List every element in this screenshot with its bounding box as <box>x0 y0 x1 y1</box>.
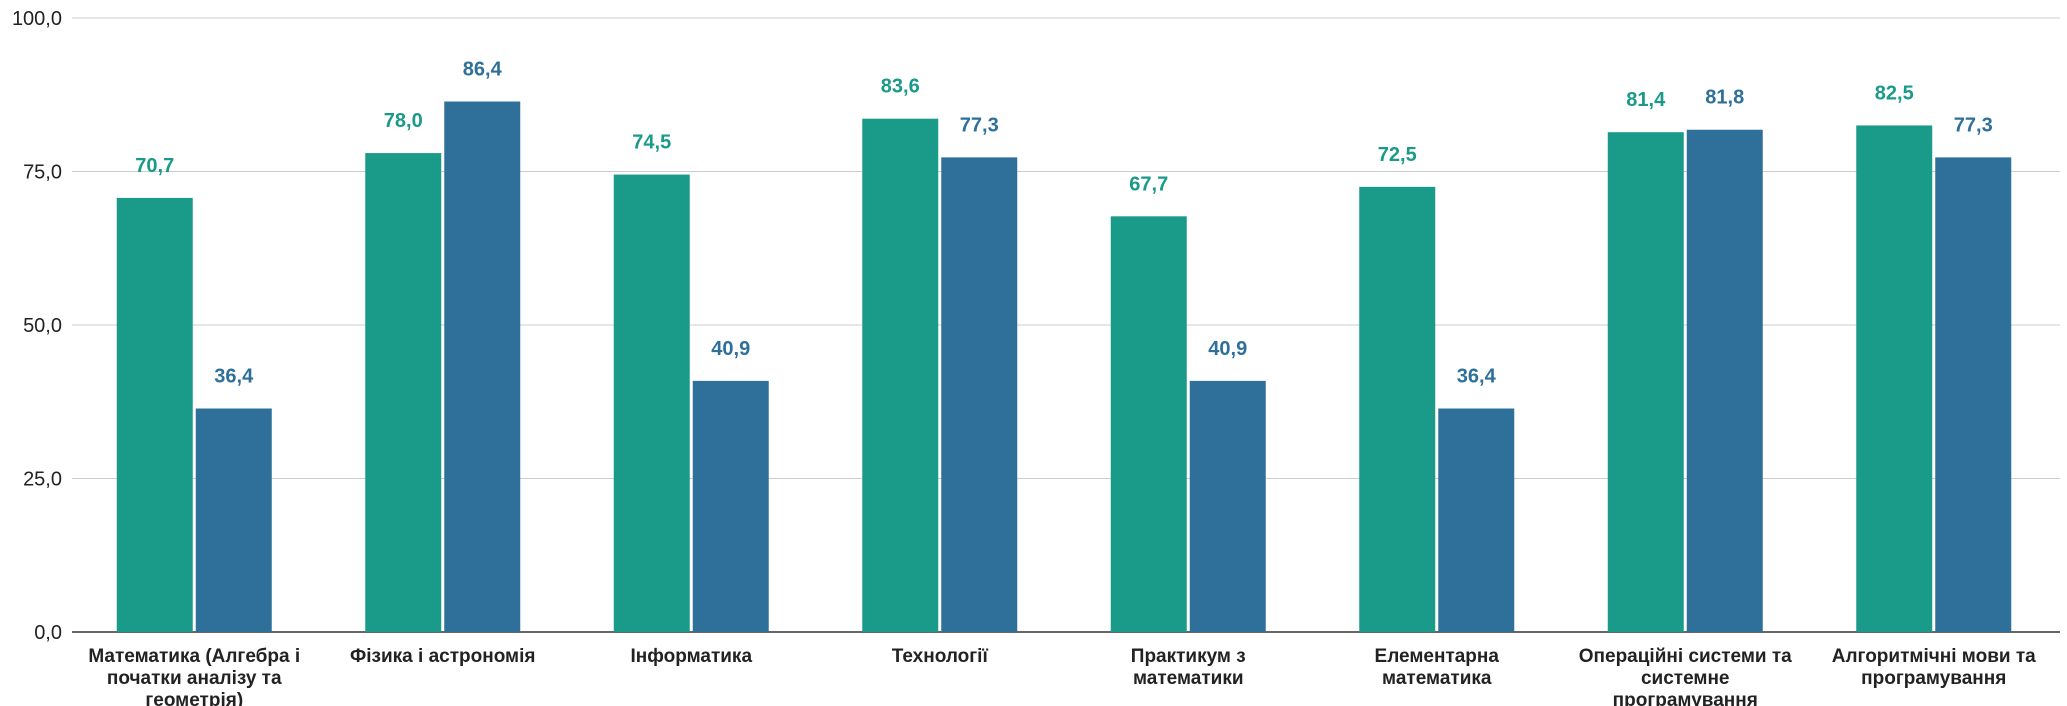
data-label: 82,5 <box>1875 82 1914 104</box>
bar <box>1607 132 1684 633</box>
bar <box>1686 129 1763 633</box>
category-label-line: Алгоритмічні мови та <box>1832 646 2036 667</box>
data-label: 86,4 <box>463 59 503 81</box>
bar <box>116 197 193 633</box>
category-label: Інформатика <box>630 646 752 667</box>
category-label-line: Математика (Алгебра і <box>88 646 300 667</box>
y-tick-label: 0,0 <box>34 622 62 644</box>
bar <box>862 118 939 633</box>
category-label-line: програмування <box>1613 690 1758 706</box>
category-label: Операційні системи та системне програмуван… <box>1579 646 1792 706</box>
bar <box>1189 380 1266 632</box>
category-label-line: математика <box>1382 668 1492 689</box>
data-label: 67,7 <box>1129 173 1168 195</box>
category-label: Фізика і астрономія <box>350 646 535 667</box>
category-label-line: Технології <box>892 646 989 667</box>
y-tick-label: 50,0 <box>23 315 62 337</box>
bar <box>444 101 521 632</box>
data-label: 74,5 <box>632 132 671 154</box>
bar <box>1359 186 1436 632</box>
category-label: Математика (Алгебра і початки аналізу та г… <box>88 646 300 706</box>
bar <box>613 174 690 632</box>
data-label: 36,4 <box>214 366 254 388</box>
data-label: 77,3 <box>960 114 999 136</box>
y-tick-label: 75,0 <box>23 162 62 184</box>
y-tick-label: 25,0 <box>23 469 62 491</box>
category-label-line: Операційні системи та <box>1579 646 1792 667</box>
data-label: 77,3 <box>1954 114 1993 136</box>
data-label: 70,7 <box>135 155 174 177</box>
category-label: Алгоритмічні мови та програмування <box>1832 646 2036 689</box>
category-label-line: програмування <box>1861 668 2006 689</box>
data-label: 81,4 <box>1626 89 1666 111</box>
category-label-line: системне <box>1641 668 1730 689</box>
bar <box>1110 216 1187 632</box>
data-label: 40,9 <box>1208 338 1247 360</box>
category-label: Технології <box>892 646 989 667</box>
data-label: 83,6 <box>881 76 920 98</box>
category-label-line: Елементарна <box>1375 646 1500 667</box>
bar <box>1438 408 1515 632</box>
data-label: 81,8 <box>1705 87 1744 109</box>
bar <box>1935 157 2012 633</box>
category-label-line: геометрія) <box>145 690 243 706</box>
category-label: Практикум з математики <box>1131 646 1246 689</box>
data-label: 40,9 <box>711 338 750 360</box>
bar <box>1856 125 1933 632</box>
category-label-line: математики <box>1133 668 1244 689</box>
bar <box>365 153 442 632</box>
category-label-line: початки аналізу та <box>107 668 282 689</box>
bar <box>941 157 1018 633</box>
y-tick-label: 100,0 <box>12 8 62 30</box>
category-label-line: Фізика і астрономія <box>350 646 535 667</box>
data-label: 78,0 <box>384 110 423 132</box>
bar <box>195 408 272 632</box>
category-label-line: Практикум з <box>1131 646 1246 667</box>
data-label: 36,4 <box>1457 366 1497 388</box>
bar <box>692 380 769 632</box>
category-label: Елементарна математика <box>1375 646 1500 689</box>
category-label-line: Інформатика <box>630 646 752 667</box>
data-label: 72,5 <box>1378 144 1417 166</box>
